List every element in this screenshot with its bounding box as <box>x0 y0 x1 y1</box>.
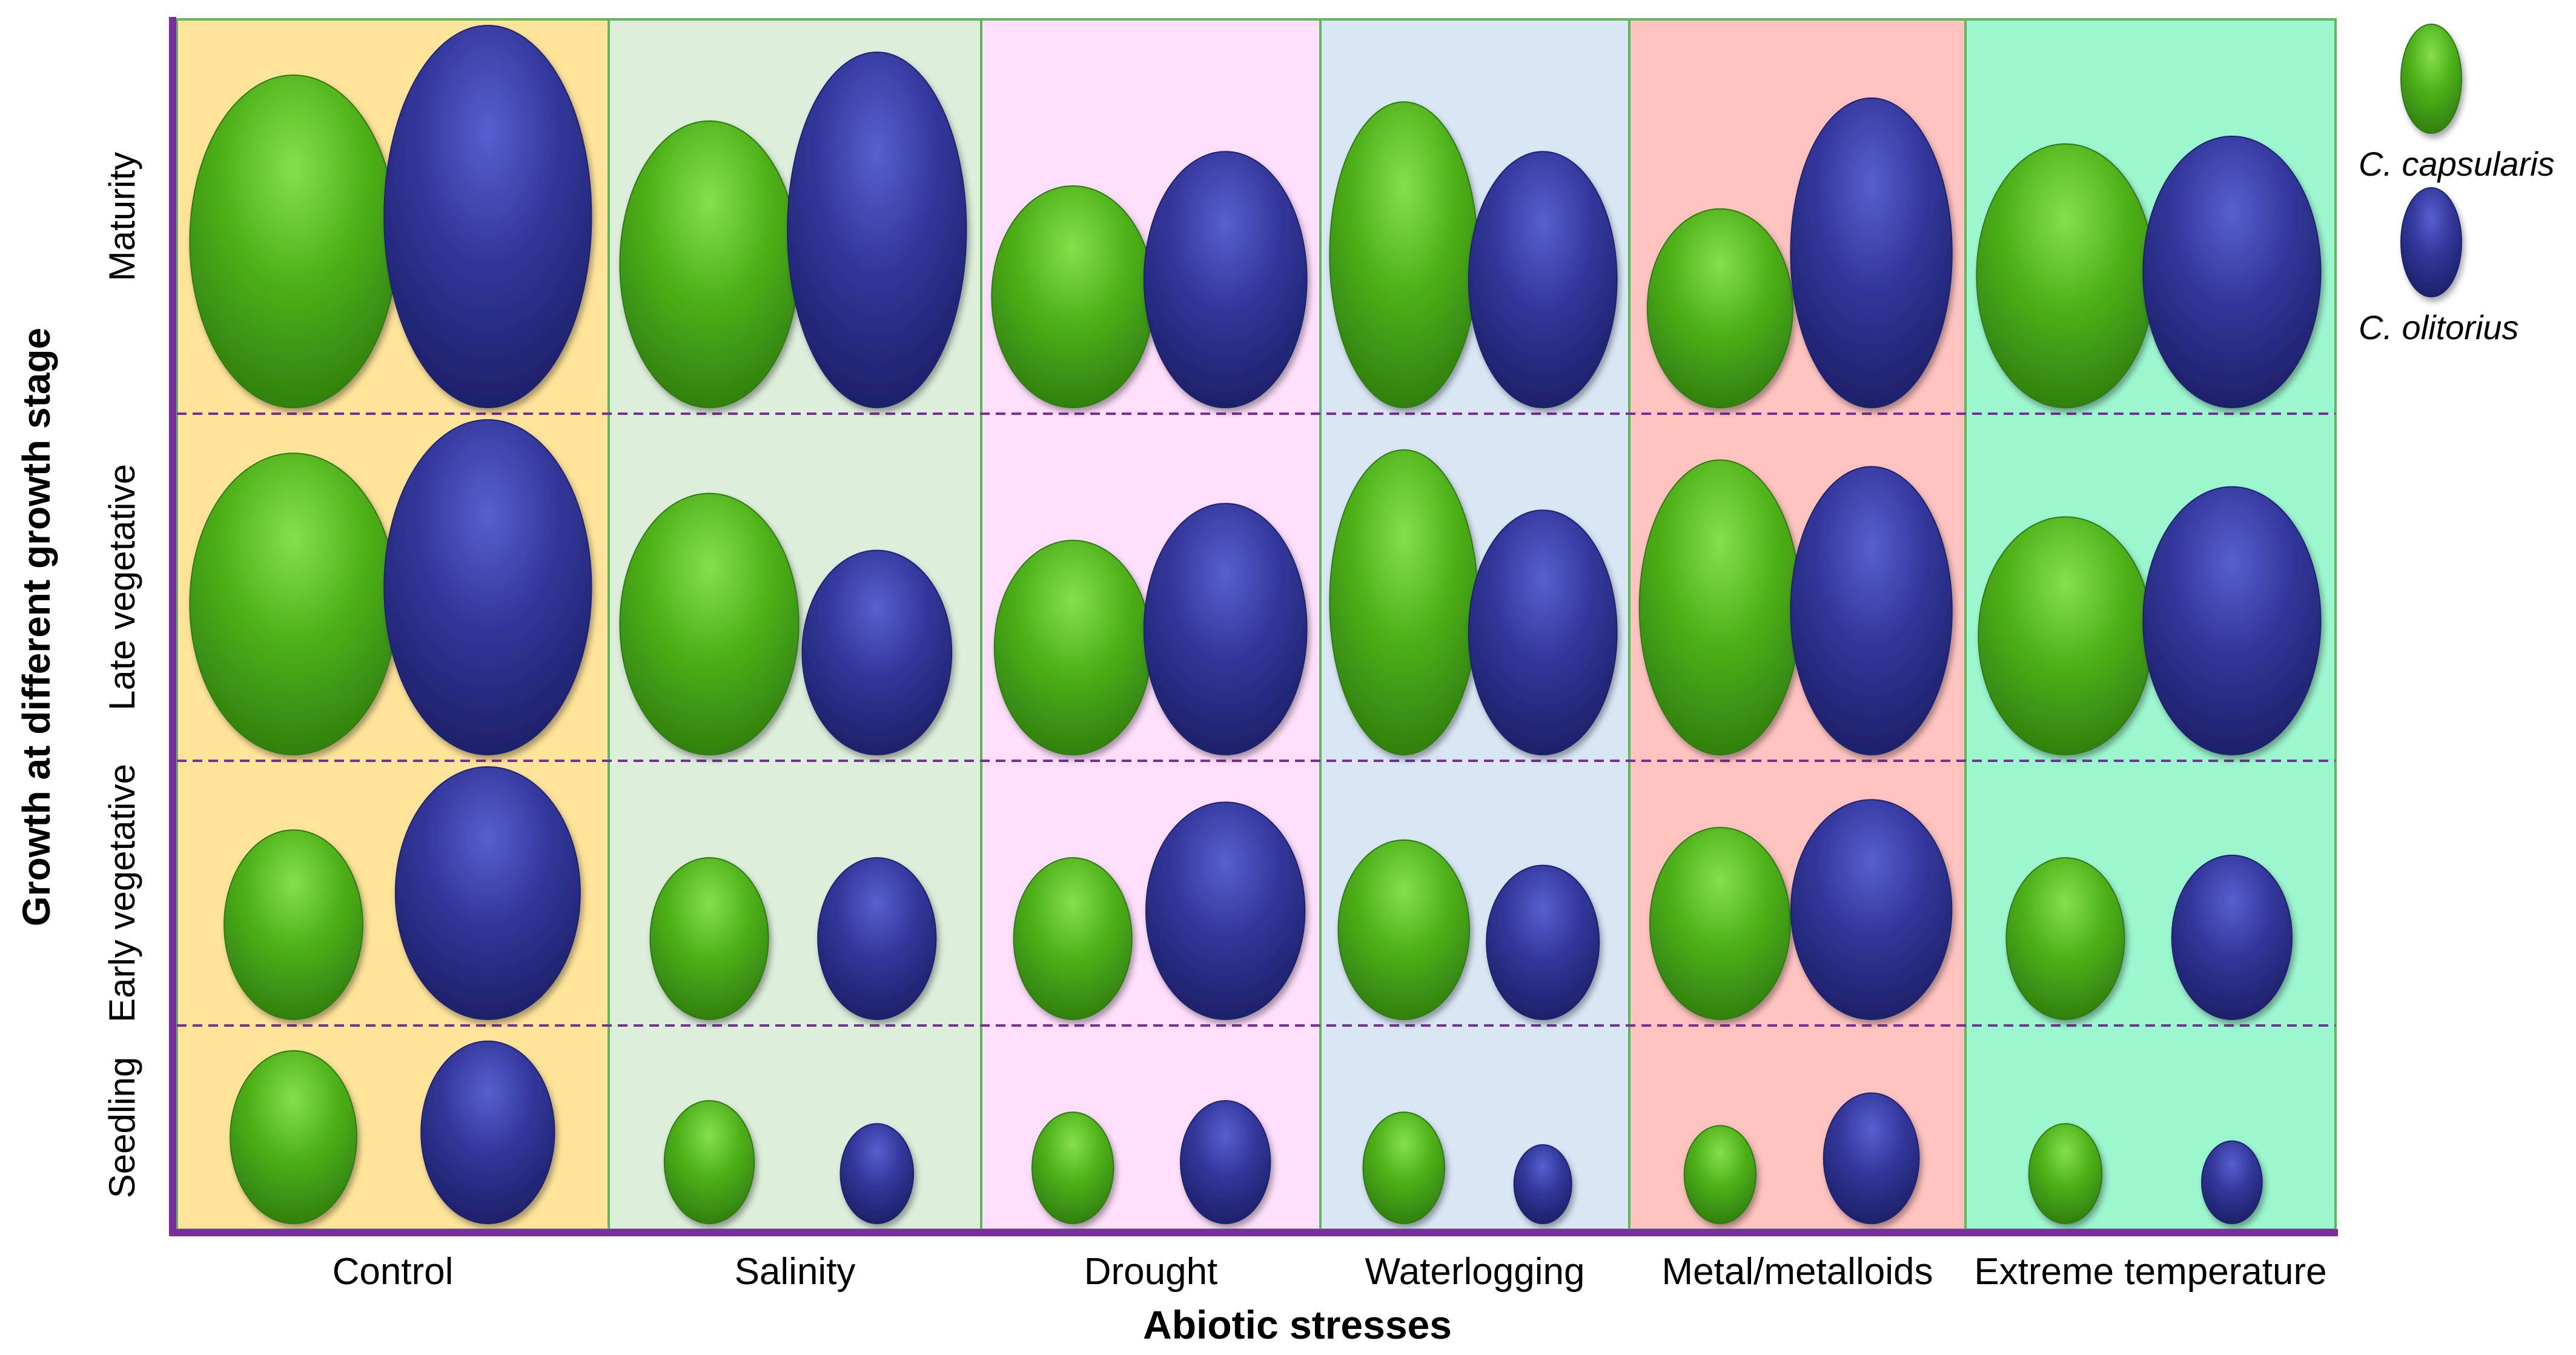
growth-ellipse-c-capsularis-salinity-seedling <box>663 1100 755 1225</box>
legend-swatch-c-olitorius <box>2400 187 2462 297</box>
legend-label-c-olitorius: C. olitorius <box>2359 308 2519 346</box>
growth-ellipse-c-olitorius-control-maturity <box>383 25 592 408</box>
growth-ellipse-c-capsularis-extreme-temperature-early-vegetative <box>2005 857 2125 1021</box>
growth-ellipse-c-capsularis-salinity-maturity <box>619 120 800 408</box>
growth-ellipse-c-capsularis-waterlogging-maturity <box>1329 101 1479 408</box>
legend: C. capsularis C. olitorius <box>2359 24 2555 346</box>
growth-ellipse-c-olitorius-drought-early-vegetative <box>1145 801 1306 1020</box>
growth-ellipse-c-olitorius-metal-metalloids-seedling <box>1823 1092 1920 1224</box>
growth-ellipse-c-olitorius-waterlogging-early-vegetative <box>1486 864 1600 1020</box>
growth-ellipse-c-olitorius-control-early-vegetative <box>394 766 581 1020</box>
growth-ellipse-c-capsularis-control-seedling <box>230 1050 357 1224</box>
growth-ellipse-c-olitorius-control-late-vegetative <box>383 419 592 755</box>
stage-label-late-vegetative: Late vegetative <box>102 464 142 711</box>
growth-ellipse-c-olitorius-extreme-temperature-early-vegetative <box>2171 854 2293 1020</box>
growth-ellipse-c-capsularis-waterlogging-seedling <box>1362 1111 1445 1224</box>
growth-ellipse-c-capsularis-metal-metalloids-early-vegetative <box>1649 827 1791 1021</box>
legend-swatch-c-capsularis <box>2400 24 2462 134</box>
growth-ellipse-c-olitorius-extreme-temperature-seedling <box>2201 1140 2263 1224</box>
x-label-extreme-temperature: Extreme temperature <box>1974 1251 2326 1293</box>
growth-ellipse-c-capsularis-salinity-early-vegetative <box>649 857 769 1021</box>
stage-label-seedling: Seedling <box>102 1057 142 1199</box>
growth-ellipse-c-olitorius-metal-metalloids-late-vegetative <box>1790 466 1953 756</box>
growth-ellipse-c-capsularis-drought-late-vegetative <box>993 540 1152 756</box>
growth-ellipse-c-olitorius-drought-late-vegetative <box>1143 503 1308 755</box>
x-label-control: Control <box>333 1251 454 1293</box>
growth-ellipse-c-capsularis-drought-maturity <box>991 185 1155 409</box>
growth-ellipse-c-capsularis-extreme-temperature-maturity <box>1976 143 2155 408</box>
growth-ellipse-c-olitorius-drought-seedling <box>1179 1100 1271 1225</box>
growth-ellipse-c-capsularis-drought-seedling <box>1031 1111 1114 1224</box>
growth-ellipse-c-olitorius-salinity-maturity <box>787 51 967 408</box>
growth-ellipse-c-capsularis-control-early-vegetative <box>223 829 363 1020</box>
growth-ellipse-c-capsularis-salinity-late-vegetative <box>619 492 800 755</box>
growth-ellipse-c-capsularis-metal-metalloids-late-vegetative <box>1638 459 1802 755</box>
y-axis-title: Growth at different growth stage <box>15 328 58 926</box>
growth-ellipse-c-olitorius-salinity-early-vegetative <box>817 857 937 1021</box>
growth-ellipse-c-capsularis-waterlogging-early-vegetative <box>1337 839 1471 1020</box>
growth-ellipse-c-olitorius-drought-maturity <box>1143 151 1308 408</box>
growth-ellipse-c-olitorius-salinity-late-vegetative <box>801 549 953 755</box>
x-label-metal-metalloids: Metal/metalloids <box>1662 1251 1933 1293</box>
growth-ellipse-c-olitorius-extreme-temperature-maturity <box>2142 135 2322 408</box>
legend-label-c-capsularis: C. capsularis <box>2359 145 2555 183</box>
growth-ellipse-c-capsularis-extreme-temperature-seedling <box>2028 1123 2103 1224</box>
growth-ellipse-c-olitorius-metal-metalloids-maturity <box>1790 97 1953 408</box>
stage-label-maturity: Maturity <box>102 152 142 281</box>
growth-ellipse-c-capsularis-extreme-temperature-late-vegetative <box>1978 516 2153 756</box>
growth-ellipse-c-capsularis-control-maturity <box>189 75 398 408</box>
growth-ellipse-c-olitorius-salinity-seedling <box>839 1123 915 1224</box>
x-axis-title: Abiotic stresses <box>1143 1302 1452 1347</box>
growth-ellipse-c-capsularis-drought-early-vegetative <box>1013 857 1133 1021</box>
growth-ellipse-c-olitorius-waterlogging-late-vegetative <box>1468 509 1618 756</box>
growth-ellipse-c-olitorius-metal-metalloids-early-vegetative <box>1790 799 1953 1020</box>
growth-ellipse-c-olitorius-extreme-temperature-late-vegetative <box>2142 486 2322 756</box>
x-label-waterlogging: Waterlogging <box>1365 1251 1584 1293</box>
growth-ellipse-c-capsularis-metal-metalloids-seedling <box>1683 1125 1757 1225</box>
growth-ellipse-c-capsularis-waterlogging-late-vegetative <box>1329 449 1479 756</box>
growth-ellipse-c-olitorius-waterlogging-seedling <box>1513 1144 1572 1225</box>
growth-ellipse-c-capsularis-metal-metalloids-maturity <box>1646 208 1793 408</box>
growth-ellipse-c-olitorius-waterlogging-maturity <box>1468 151 1618 408</box>
x-label-salinity: Salinity <box>735 1251 856 1293</box>
growth-ellipse-c-olitorius-control-seedling <box>420 1040 555 1225</box>
growth-ellipse-c-capsularis-control-late-vegetative <box>189 452 398 756</box>
stage-label-early-vegetative: Early vegetative <box>102 764 142 1022</box>
x-label-drought: Drought <box>1084 1251 1218 1293</box>
